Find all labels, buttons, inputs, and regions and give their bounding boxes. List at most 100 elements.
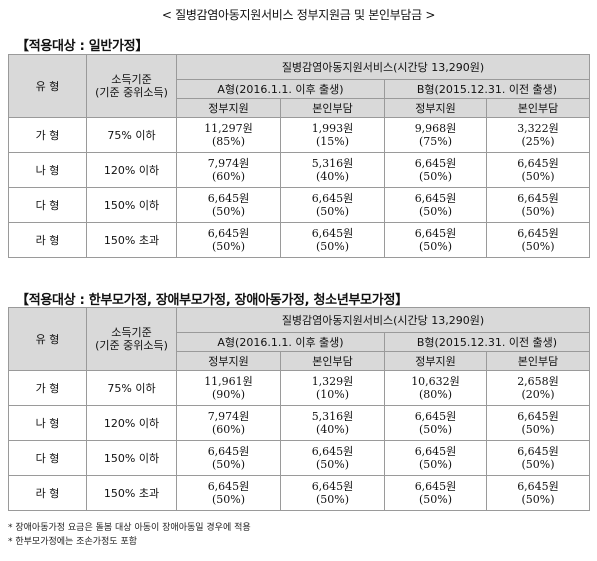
table-row: 다 형 150% 이하 6,645원 (50%) 6,645원 (50%) 6,645원 (5… <box>8 440 590 476</box>
cell-a-gov: 7,974원 (60%) <box>176 405 281 441</box>
header-income-line2: (기준 중위소득) <box>95 86 168 99</box>
amount: 11,297원 <box>204 122 253 135</box>
header-income-line1: 소득기준 <box>111 326 152 339</box>
document-title: < 질병감염아동지원서비스 정부지원금 및 본인부담금 > <box>161 8 436 22</box>
cell-a-gov: 6,645원 (50%) <box>176 222 281 258</box>
row-type: 다 형 <box>8 187 87 223</box>
table-body: 가 형 75% 이하 11,961원 (90%) 1,329원 (10%) 10,632원(… <box>8 370 590 511</box>
header-type-a: A형(2016.1.1. 이후 출생) <box>176 79 385 99</box>
table-row: 라 형 150% 초과 6,645원 (50%) 6,645원 (50%) 6,645원 (5… <box>8 475 590 511</box>
cell-b-gov: 6,645원 (50%) <box>384 152 487 188</box>
amount: 6,645원 <box>517 192 559 205</box>
header-income-line1: 소득기준 <box>111 73 152 86</box>
amount: 6,645원 <box>517 227 559 240</box>
amount: 6,645원 <box>517 445 559 458</box>
cell-a-self: 6,645원 (50%) <box>280 222 385 258</box>
header-a-gov: 정부지원 <box>176 98 281 118</box>
percentage: (50%) <box>418 240 453 253</box>
header-service: 질병감염아동지원서비스(시간당 13,290원) <box>176 54 590 80</box>
cell-b-gov: 6,645원 (50%) <box>384 440 487 476</box>
percentage: (50%) <box>521 205 555 218</box>
amount: 6,645원 <box>414 480 457 493</box>
header-income: 소득기준 (기준 중위소득) <box>86 54 177 118</box>
cell-b-self: 6,645원 (50%) <box>486 187 590 223</box>
percentage: (50%) <box>418 458 453 471</box>
amount: 9,968원 <box>414 122 457 135</box>
header-a-self: 본인부담 <box>280 98 385 118</box>
cell-a-self: 6,645원 (50%) <box>280 187 385 223</box>
table-row: 라 형 150% 초과 6,645원 (50%) 6,645원 (50%) 6,645원 (5… <box>8 222 590 258</box>
cell-a-gov: 11,961원 (90%) <box>176 370 281 406</box>
amount: 5,316원 <box>311 410 354 423</box>
amount: 6,645원 <box>414 157 457 170</box>
percentage: (50%) <box>418 423 453 436</box>
percentage: (50%) <box>521 240 555 253</box>
percentage: (40%) <box>315 170 350 183</box>
percentage: (60%) <box>211 423 246 436</box>
amount: 6,645원 <box>517 410 559 423</box>
cell-a-self: 5,316원 (40%) <box>280 405 385 441</box>
cell-a-self: 6,645원 (50%) <box>280 475 385 511</box>
amount: 1,993원 <box>311 122 354 135</box>
percentage: (60%) <box>211 170 246 183</box>
amount: 6,645원 <box>414 227 457 240</box>
percentage: (20%) <box>521 388 555 401</box>
amount: 6,645원 <box>207 192 250 205</box>
header-b-gov: 정부지원 <box>384 351 487 371</box>
row-income: 75% 이하 <box>86 117 177 153</box>
amount: 6,645원 <box>414 410 457 423</box>
percentage: (90%) <box>211 388 246 401</box>
row-income: 120% 이하 <box>86 152 177 188</box>
table-row: 나 형 120% 이하 7,974원 (60%) 5,316원 (40%) 6,645원 (5… <box>8 152 590 188</box>
cell-a-gov: 6,645원 (50%) <box>176 187 281 223</box>
header-a-gov: 정부지원 <box>176 351 281 371</box>
header-income: 소득기준 (기준 중위소득) <box>86 307 177 371</box>
row-type: 다 형 <box>8 440 87 476</box>
fee-table-special: 유 형 소득기준 (기준 중위소득) 질병감염아동지원서비스(시간당 13,29… <box>8 307 590 511</box>
percentage: (25%) <box>521 135 555 148</box>
cell-a-self: 1,329원 (10%) <box>280 370 385 406</box>
table-row: 가 형 75% 이하 11,297원 (85%) 1,993원 (15%) 9,968원 (7… <box>8 117 590 153</box>
cell-b-gov: 6,645원 (50%) <box>384 187 487 223</box>
percentage: (50%) <box>315 205 350 218</box>
table-row: 가 형 75% 이하 11,961원 (90%) 1,329원 (10%) 10,632원(… <box>8 370 590 406</box>
amount: 10,632원 <box>411 375 460 388</box>
cell-b-self: 6,645원 (50%) <box>486 152 590 188</box>
amount: 7,974원 <box>207 410 250 423</box>
header-type: 유 형 <box>8 307 87 371</box>
amount: 7,974원 <box>207 157 250 170</box>
cell-b-self: 2,658원 (20%) <box>486 370 590 406</box>
percentage: (50%) <box>521 170 555 183</box>
cell-b-gov: 6,645원 (50%) <box>384 222 487 258</box>
amount: 6,645원 <box>311 445 354 458</box>
amount: 11,961원 <box>204 375 253 388</box>
percentage: (75%) <box>418 135 453 148</box>
row-income: 150% 이하 <box>86 187 177 223</box>
row-income: 150% 이하 <box>86 440 177 476</box>
amount: 6,645원 <box>207 227 250 240</box>
cell-b-self: 6,645원 (50%) <box>486 475 590 511</box>
percentage: (50%) <box>211 205 246 218</box>
cell-a-self: 6,645원 (50%) <box>280 440 385 476</box>
row-type: 라 형 <box>8 475 87 511</box>
percentage: (15%) <box>315 135 350 148</box>
footnote: * 장애아동가정 요금은 돌봄 대상 아동이 장애아동일 경우에 적용 <box>8 523 251 533</box>
section-title-general: 【적용대상 : 일반가정】 <box>16 39 149 54</box>
header-a-self: 본인부담 <box>280 351 385 371</box>
percentage: (50%) <box>315 493 350 506</box>
fee-table-general: 유 형 소득기준 (기준 중위소득) 질병감염아동지원서비스(시간당 13,29… <box>8 54 590 258</box>
amount: 6,645원 <box>311 480 354 493</box>
footnote: * 한부모가정에는 조손가정도 포함 <box>8 537 138 547</box>
header-b-self: 본인부담 <box>486 98 590 118</box>
amount: 6,645원 <box>517 480 559 493</box>
amount: 6,645원 <box>311 192 354 205</box>
amount: 6,645원 <box>207 480 250 493</box>
percentage: (40%) <box>315 423 350 436</box>
percentage: (50%) <box>211 493 246 506</box>
percentage: (50%) <box>418 205 453 218</box>
header-b-gov: 정부지원 <box>384 98 487 118</box>
header-income-line2: (기준 중위소득) <box>95 339 168 352</box>
amount: 6,645원 <box>414 445 457 458</box>
row-type: 가 형 <box>8 370 87 406</box>
row-income: 150% 초과 <box>86 222 177 258</box>
